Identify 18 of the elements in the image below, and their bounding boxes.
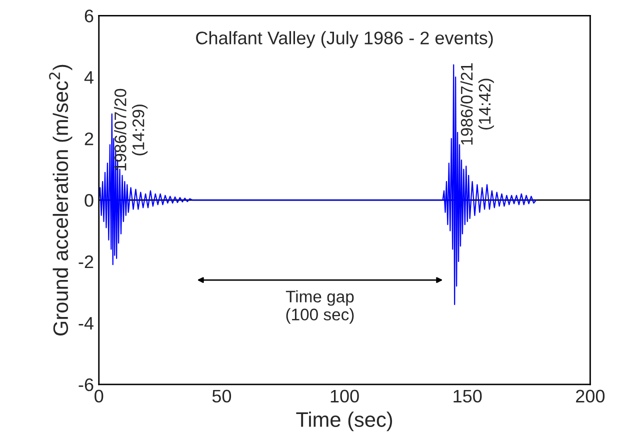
annotation: 1986/07/21 (14:42): [460, 63, 494, 145]
y-tick-label: 4: [84, 71, 94, 84]
y-axis-title: Ground acceleration (m/sec$^{2}$): [49, 64, 72, 336]
x-tick-label: 200: [576, 390, 605, 403]
x-tick-label: 150: [454, 390, 482, 403]
y-tick-label: 0: [84, 194, 94, 207]
annotation: Time gap (100 sec): [286, 290, 354, 324]
y-tick-label: -2: [78, 255, 94, 268]
x-axis-title: Time (sec): [296, 412, 392, 432]
x-tick-label: 0: [94, 390, 104, 403]
text: Chalfant Valley (July 1986 - 2 events): [196, 31, 493, 48]
x-tick-label: 50: [212, 390, 232, 403]
y-tick-label: 6: [84, 10, 94, 22]
y-tick-label: 2: [84, 132, 94, 146]
x-tick-label: 100: [330, 390, 359, 403]
y-tick-label: -6: [78, 378, 94, 392]
annotation: 1986/07/20 (14:29): [114, 88, 148, 170]
y-tick-label: -4: [78, 317, 94, 330]
